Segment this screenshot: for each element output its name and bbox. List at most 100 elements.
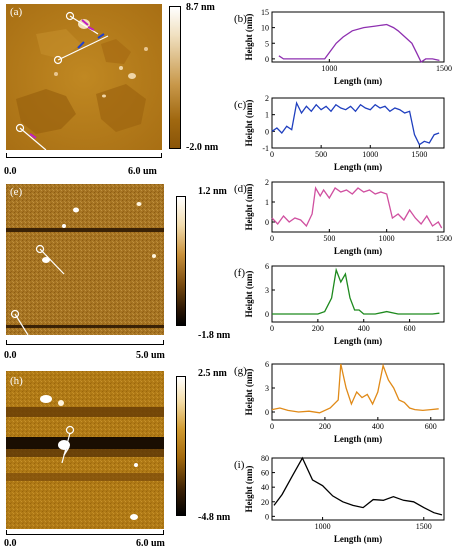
profile-series-line [273, 456, 443, 516]
panel-label: (i) [234, 459, 245, 471]
x-tick-label: 1000 [362, 150, 378, 159]
y-tick-label: 20 [261, 498, 269, 507]
x-tick-label: 0 [270, 422, 274, 431]
x-tick-label: 1500 [411, 150, 427, 159]
height-profile-chart-g: (g) 0 3 6 0 200 400 600 Length (nm) Height (nm) [234, 360, 445, 444]
plot-frame [271, 363, 445, 421]
y-tick-label: 0 [265, 408, 269, 417]
plot-frame [271, 97, 445, 149]
x-axis-label: Length (nm) [334, 434, 382, 444]
colorbar-a-max: 8.7 nm [186, 2, 215, 13]
x-tick-label: 1500 [436, 64, 452, 73]
x-axis-label: Length (nm) [334, 534, 382, 544]
x-tick-label: 500 [323, 234, 335, 243]
y-tick-label: 0 [265, 127, 269, 136]
y-axis-label: Height (nm) [244, 14, 254, 61]
panel-label: (g) [234, 365, 247, 377]
y-axis-label: Height (nm) [244, 100, 254, 147]
x-tick-label: 0 [270, 234, 274, 243]
y-tick-label: 15 [261, 8, 269, 17]
panel-label: (b) [234, 13, 247, 25]
x-tick-label: 400 [372, 422, 384, 431]
panel-label-e: (e) [10, 186, 23, 198]
scalebar-e-tick-left [6, 340, 7, 345]
x-tick-label: 1000 [315, 522, 331, 531]
profile-series-line [272, 267, 440, 315]
x-tick-label: 1000 [321, 64, 337, 73]
x-tick-label: 500 [315, 150, 327, 159]
x-axis-label: Length (nm) [334, 336, 382, 346]
plot-frame [271, 265, 445, 323]
y-tick-label: -1 [262, 144, 269, 153]
scalebar-e-tick-right [163, 340, 164, 345]
x-tick-label: 200 [319, 422, 331, 431]
y-tick-label: 3 [265, 286, 269, 295]
scalebar-e-start: 0.0 [4, 350, 17, 361]
scalebar-h-end: 6.0 um [136, 538, 165, 549]
colorbar-h-min: -4.8 nm [198, 512, 231, 523]
plot-frame [271, 181, 445, 233]
y-axis-label: Height (nm) [244, 466, 254, 513]
colorbar-h [176, 376, 186, 516]
panel-label: (c) [234, 99, 247, 111]
panel-label: (f) [234, 267, 245, 279]
afm-image-h-surface [6, 371, 164, 529]
y-tick-label: 80 [261, 454, 269, 463]
y-tick-label: 10 [261, 24, 269, 33]
x-tick-label: 600 [425, 422, 437, 431]
plot-frame [271, 457, 445, 521]
panel-label-a: (a) [10, 6, 23, 18]
height-profile-chart-i: (i) 0 20 40 60 80 1000 1500 Length (nm) Height (n… [234, 454, 445, 544]
panel-label-h: (h) [10, 375, 23, 387]
scalebar-h-tick-left [6, 530, 7, 535]
y-tick-label: 0 [265, 512, 269, 521]
profile-series-line [278, 23, 440, 63]
x-tick-label: 0 [270, 324, 274, 333]
height-profile-chart-d: (d) 0 1 2 0 500 1000 1500 Length (nm) Height (nm) [234, 178, 452, 256]
y-tick-label: 2 [265, 178, 269, 187]
x-axis-label: Length (nm) [334, 76, 382, 86]
y-tick-label: 0 [265, 218, 269, 227]
afm-image-a: (a) [6, 4, 162, 150]
x-tick-label: 400 [358, 324, 370, 333]
x-tick-label: 200 [312, 324, 324, 333]
scalebar-e [6, 344, 164, 345]
profile-series-line [271, 100, 440, 146]
panel-label: (d) [234, 183, 247, 195]
scalebar-a [6, 157, 162, 158]
y-tick-label: 3 [265, 384, 269, 393]
colorbar-e-max: 1.2 nm [198, 186, 227, 197]
x-tick-label: 1500 [416, 522, 432, 531]
y-tick-label: 6 [265, 262, 269, 271]
y-tick-label: 1 [265, 198, 269, 207]
y-tick-label: 6 [265, 360, 269, 369]
afm-image-e: (e) [6, 184, 164, 335]
colorbar-e [176, 196, 186, 326]
y-tick-label: 5 [265, 39, 269, 48]
scalebar-a-tick-left [6, 153, 7, 158]
height-profile-chart-b: (b) 0 5 10 15 1000 1500 Length (nm) Height (nm) [234, 8, 452, 86]
height-profile-chart-f: (f) 0 3 6 0 200 400 600 Length (nm) Height (nm) [234, 262, 445, 346]
scalebar-h-start: 0.0 [4, 538, 17, 549]
y-axis-label: Height (nm) [244, 369, 254, 416]
x-tick-label: 1000 [379, 234, 395, 243]
plot-frame [271, 11, 445, 63]
y-tick-label: 2 [265, 94, 269, 103]
x-tick-label: 600 [404, 324, 416, 333]
scalebar-h-tick-right [163, 530, 164, 535]
afm-image-a-surface [6, 4, 162, 150]
x-axis-label: Length (nm) [334, 162, 382, 172]
scalebar-h [6, 534, 164, 535]
y-tick-label: 0 [265, 310, 269, 319]
profile-series-line [271, 363, 439, 414]
x-axis-label: Length (nm) [334, 246, 382, 256]
y-tick-label: 60 [261, 469, 269, 478]
afm-image-e-surface [6, 184, 164, 335]
colorbar-e-min: -1.8 nm [198, 330, 231, 341]
y-tick-label: 0 [265, 55, 269, 64]
x-tick-label: 0 [270, 150, 274, 159]
afm-image-h: (h) [6, 371, 164, 529]
scalebar-a-end: 6.0 um [128, 166, 157, 177]
y-axis-label: Height (nm) [244, 184, 254, 231]
